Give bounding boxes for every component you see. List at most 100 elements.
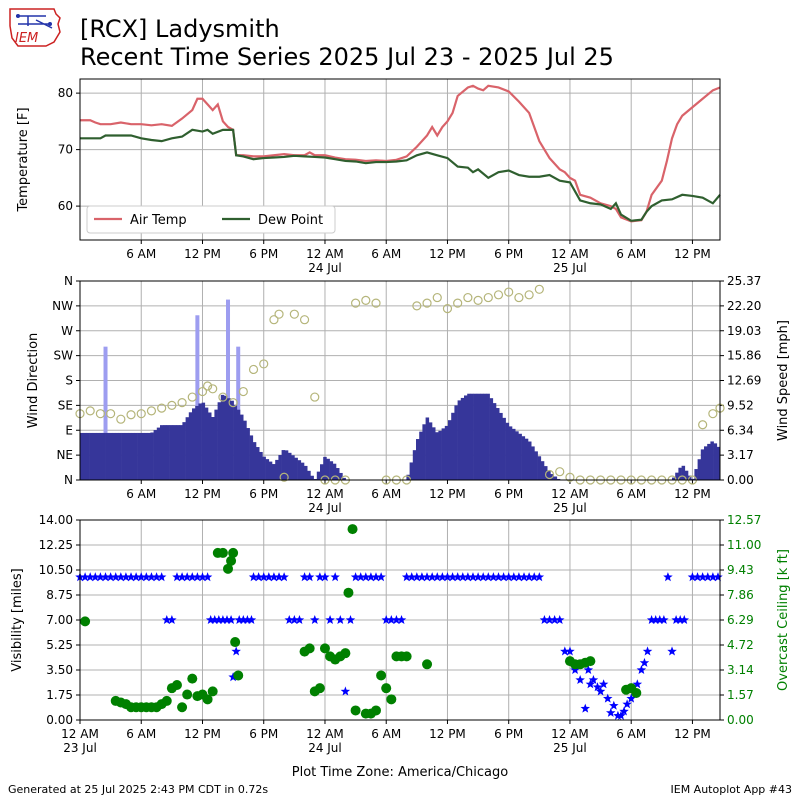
wind-speed-bar: [675, 472, 679, 480]
wind-speed-bar: [406, 474, 410, 480]
wind-speed-bar: [492, 403, 497, 480]
wind-speed-bar: [112, 432, 116, 480]
x-tick-sublabel: 25 Jul: [553, 741, 587, 755]
visibility-point: [626, 693, 636, 703]
wind-speed-bar: [483, 393, 487, 480]
y-tick-label: 1.75: [46, 688, 73, 702]
wind-speed-bar: [300, 462, 305, 480]
x-tick-label: 6 AM: [616, 247, 646, 261]
visibility-point: [246, 615, 257, 624]
visibility-point: [100, 572, 111, 582]
x-tick-label: 6 PM: [249, 727, 278, 741]
wind-speed-bar: [204, 407, 209, 480]
x-tick-label: 6 AM: [371, 487, 401, 501]
wind-direction-marker: [299, 315, 310, 325]
y2-tick-label: 9.52: [727, 398, 754, 412]
wind-speed-bar: [457, 400, 462, 480]
wind-speed-bar: [192, 408, 196, 480]
wind-speed-bar: [150, 432, 154, 480]
ceiling-point: [343, 587, 354, 598]
wind-speed-bar: [480, 393, 484, 480]
visibility-point: [330, 572, 340, 582]
x-tick-label: 12 AM: [306, 727, 344, 741]
y2-tick-label: 3.17: [727, 448, 754, 462]
visibility-point: [111, 572, 121, 582]
visibility-point: [622, 699, 632, 709]
x-tick-label: 6 PM: [494, 487, 523, 501]
ceiling-point: [347, 524, 358, 535]
wind-direction-marker: [432, 292, 442, 303]
visibility-point: [325, 615, 335, 624]
wind-speed-bar: [140, 432, 145, 480]
visibility-point: [182, 572, 192, 582]
visibility-point: [636, 665, 647, 674]
wind-speed-bar: [409, 462, 414, 480]
visibility-point: [391, 615, 402, 624]
wind-speed-bar: [160, 425, 164, 480]
visibility-point: [534, 572, 545, 582]
wind-speed-bar: [169, 425, 174, 480]
wind-speed-bar: [230, 400, 234, 480]
visibility-point: [222, 615, 232, 624]
visibility-point: [156, 572, 167, 582]
visibility-point: [248, 572, 259, 582]
wind-speed-bar: [211, 417, 215, 480]
visibility-point: [304, 572, 315, 582]
app-note: IEM Autoplot App #43: [670, 783, 793, 796]
y-tick-label: 70: [58, 143, 73, 157]
x-tick-label: 6 AM: [126, 727, 156, 741]
wind-speed-bar: [179, 425, 183, 480]
wind-speed-bar: [339, 472, 343, 480]
x-tick-label: 12 AM: [306, 247, 344, 261]
wind-speed-bar: [441, 428, 446, 480]
x-tick-sublabel: 25 Jul: [553, 261, 587, 275]
visibility-point: [90, 572, 101, 582]
visibility-point: [315, 572, 325, 582]
visibility-point: [95, 572, 106, 582]
y-tick-label: W: [61, 324, 73, 338]
wind-direction-marker: [146, 406, 157, 416]
wind-speed-bar: [118, 432, 122, 480]
y2-tick-label: 7.86: [727, 588, 754, 602]
series-line-air-temp: [80, 84, 721, 223]
wind-speed-bar: [268, 461, 273, 480]
visibility-point: [289, 615, 300, 624]
y2-axis-label: Overcast Ceiling [k ft]: [776, 549, 791, 691]
visibility-point: [663, 572, 673, 582]
wind-direction-marker: [202, 381, 213, 391]
visibility-point: [575, 675, 585, 684]
y2-tick-label: 15.86: [727, 349, 761, 363]
wind-speed-bar: [281, 450, 286, 480]
wind-direction-marker: [95, 409, 106, 419]
visibility-point: [218, 615, 228, 624]
visibility-point: [116, 572, 126, 582]
wind-speed-bar: [131, 432, 135, 480]
visibility-point: [214, 615, 224, 624]
y2-tick-label: 3.14: [727, 663, 754, 677]
legend-box: [86, 205, 336, 234]
visibility-point: [412, 572, 422, 582]
wind-speed-bar: [176, 425, 180, 480]
wind-speed-bar: [252, 442, 257, 480]
wind-speed-bar: [144, 432, 148, 480]
wind-speed-bar: [672, 477, 676, 480]
wind-speed-bar: [707, 443, 711, 480]
ceiling-point: [319, 643, 330, 654]
visibility-point: [192, 572, 203, 582]
y2-tick-label: 25.37: [727, 274, 761, 288]
wind-speed-bar: [524, 438, 529, 480]
wind-speed-bar: [259, 451, 263, 480]
x-tick-label: 6 AM: [616, 727, 646, 741]
wind-speed-bar: [688, 475, 692, 480]
wind-speed-bar: [512, 428, 516, 480]
ceiling-point: [228, 547, 239, 558]
x-tick-label: 12 PM: [184, 247, 221, 261]
y-tick-label: N: [64, 274, 73, 288]
wind-speed-bar: [124, 432, 129, 480]
visibility-point: [598, 679, 609, 689]
wind-speed-bar: [716, 446, 721, 480]
visibility-point: [544, 615, 555, 624]
x-tick-label: 12 PM: [429, 727, 466, 741]
